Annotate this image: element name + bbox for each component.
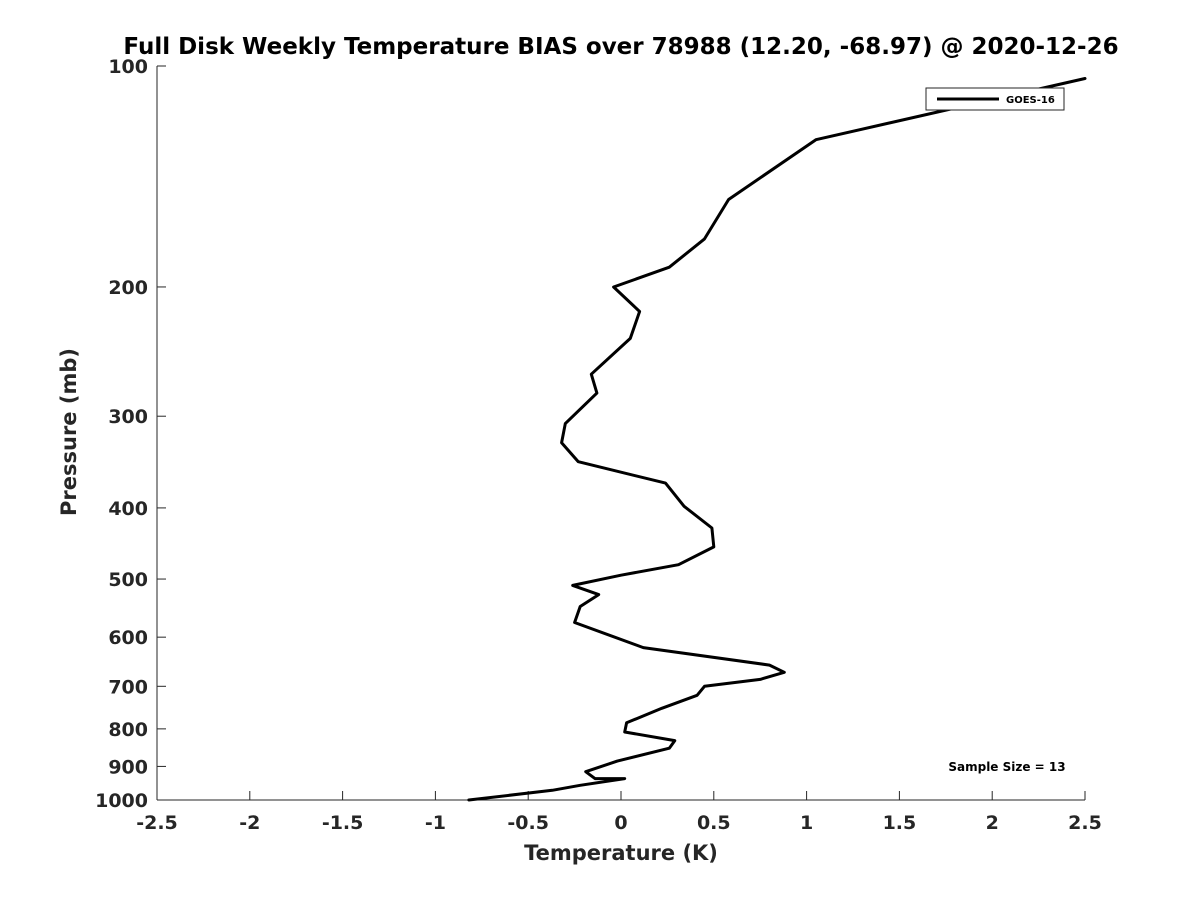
legend: GOES-16 bbox=[925, 87, 1065, 111]
x-tick-label: 2.5 bbox=[1068, 812, 1102, 834]
x-tick-label: -2.5 bbox=[136, 812, 178, 834]
x-tick-label: 0.5 bbox=[697, 812, 731, 834]
x-axis-label: Temperature (K) bbox=[524, 841, 718, 865]
y-tick-label: 700 bbox=[108, 676, 148, 698]
x-tick-label: -1 bbox=[425, 812, 446, 834]
x-tick-label: -2 bbox=[239, 812, 260, 834]
series-layer bbox=[467, 77, 1087, 802]
y-tick-label: 200 bbox=[108, 277, 148, 299]
y-axis-ticks: 100 200 300 400 500 600 700 800 900 1000 bbox=[95, 56, 166, 812]
y-tick-label: 800 bbox=[108, 719, 148, 741]
x-tick-label: -0.5 bbox=[507, 812, 549, 834]
y-tick-label: 400 bbox=[108, 498, 148, 520]
x-tick-label: 2 bbox=[986, 812, 999, 834]
y-tick-label: 1000 bbox=[95, 790, 148, 812]
sample-size-annotation: Sample Size = 13 bbox=[948, 760, 1065, 774]
x-axis-ticks: -2.5 -2 -1.5 -1 -0.5 0 0.5 1 1.5 2 2.5 bbox=[136, 791, 1102, 834]
y-tick-label: 900 bbox=[108, 756, 148, 778]
y-tick-label: 100 bbox=[108, 56, 148, 78]
x-tick-label: 1.5 bbox=[883, 812, 917, 834]
y-tick-label: 500 bbox=[108, 569, 148, 591]
x-tick-label: 1 bbox=[800, 812, 813, 834]
x-tick-label: -1.5 bbox=[322, 812, 364, 834]
series-line-goes-16 bbox=[467, 77, 1087, 802]
chart-title: Full Disk Weekly Temperature BIAS over 7… bbox=[123, 34, 1118, 60]
y-tick-label: 300 bbox=[108, 406, 148, 428]
legend-label-goes-16: GOES-16 bbox=[1006, 95, 1055, 106]
y-tick-label: 600 bbox=[108, 627, 148, 649]
x-tick-label: 0 bbox=[614, 812, 627, 834]
y-axis-label: Pressure (mb) bbox=[57, 348, 81, 516]
